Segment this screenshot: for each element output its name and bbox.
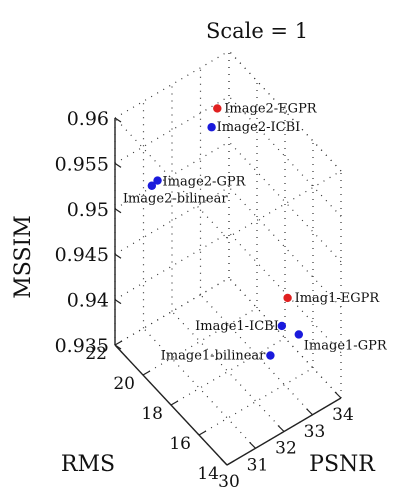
x-tick <box>306 408 313 416</box>
data-point <box>213 104 222 113</box>
z-tick <box>114 299 122 305</box>
y-tick <box>198 430 207 436</box>
y-tick <box>114 340 123 346</box>
x-tick-label: 34 <box>332 405 354 425</box>
z-tick <box>114 344 122 350</box>
data-point <box>153 176 162 185</box>
x-tick <box>249 441 256 449</box>
z-tick <box>114 208 122 214</box>
x-tick-label: 32 <box>275 439 297 459</box>
data-point-label: Image1-GPR <box>304 338 388 353</box>
z-tick-label: 0.94 <box>67 290 109 312</box>
y-tick <box>142 370 151 376</box>
y-tick <box>170 400 179 406</box>
data-point-label: Image2-GPR <box>163 175 247 190</box>
data-point <box>277 321 287 331</box>
y-axis-label: RMS <box>61 452 115 477</box>
data-point <box>266 351 275 360</box>
data-point <box>294 330 303 339</box>
data-point <box>283 293 292 303</box>
y-tick-label: 14 <box>197 464 219 484</box>
data-point-label: Image2-EGPR <box>224 101 318 116</box>
y-tick-label: 22 <box>85 344 107 364</box>
data-point-label: Imag1-EGPR <box>295 291 381 306</box>
x-tick-label: 33 <box>304 422 326 442</box>
grid-line <box>143 327 256 449</box>
tick-marks <box>114 117 342 466</box>
chart-title: Scale = 1 <box>206 19 308 43</box>
z-tick-label: 0.96 <box>67 108 109 130</box>
data-point-label: Image2-ICBI <box>217 120 301 135</box>
data-point-label: Image2-bilinear <box>123 192 229 207</box>
z-axis-label: MSSIM <box>11 215 36 299</box>
data-point-label: Image1-bilinear <box>161 348 267 363</box>
z-tick-label: 0.935 <box>55 335 109 357</box>
x-axis-label: PSNR <box>309 452 376 477</box>
y-tick-label: 18 <box>141 404 163 424</box>
data-point-label: Image1-ICBI <box>195 319 279 334</box>
z-tick <box>114 253 122 259</box>
data-point <box>147 181 157 190</box>
z-tick <box>114 117 122 123</box>
z-tick-label: 0.945 <box>55 244 109 266</box>
z-tick <box>114 162 122 168</box>
x-tick <box>220 458 228 466</box>
x-tick <box>334 391 342 399</box>
grid-line <box>228 186 342 308</box>
tick-labels: 30 31 32 33 34 14 16 18 20 220.935 0.94 0.945 0.95 0.… <box>55 108 354 492</box>
y-tick <box>226 460 235 466</box>
z-tick-label: 0.95 <box>67 199 109 221</box>
data-point <box>207 123 216 132</box>
x-tick <box>277 425 285 432</box>
y-tick-label: 16 <box>169 434 191 454</box>
y-tick-label: 20 <box>113 374 135 394</box>
data-points: Image2-EGPR Image2-ICBI Image2-GPR Image2-b… <box>123 101 388 363</box>
z-tick-label: 0.955 <box>55 153 109 175</box>
x-tick-label: 31 <box>247 455 269 475</box>
x-tick-label: 30 <box>218 472 240 492</box>
grid-line <box>228 141 342 263</box>
